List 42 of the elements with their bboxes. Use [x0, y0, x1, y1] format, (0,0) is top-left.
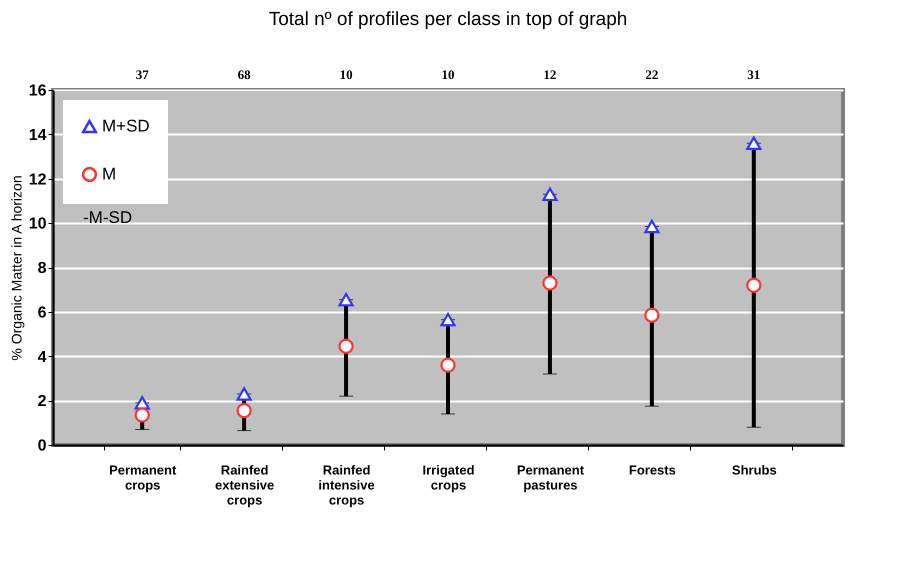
- y-axis-title: % Organic Matter in A horizon: [8, 175, 25, 361]
- point: [746, 136, 762, 150]
- point: [338, 338, 354, 354]
- y-tick-label: 8: [38, 260, 47, 277]
- text: 22: [645, 67, 658, 82]
- annotation: -M-SD: [83, 208, 132, 227]
- x-tick-label: Forests: [628, 462, 676, 478]
- y-tick-label: 16: [28, 82, 47, 100]
- y-tick-label: 6: [38, 304, 47, 322]
- point: [542, 275, 558, 291]
- y-tick-label: 2: [38, 393, 47, 410]
- x-tick-label: Rainfed intensive crops: [318, 462, 375, 508]
- text: 37: [136, 67, 150, 82]
- point: [440, 358, 456, 373]
- point: [338, 292, 354, 306]
- x-tick-label: Rainfed extensive crops: [214, 462, 274, 508]
- x-tick-label: Irrigated crops: [422, 462, 475, 492]
- point: [236, 387, 252, 401]
- y-tick-label: 4: [38, 348, 47, 366]
- point: [440, 312, 456, 326]
- legend-label: M: [102, 164, 116, 184]
- text: 68: [238, 67, 252, 82]
- text: 31: [747, 67, 760, 82]
- point: [746, 278, 762, 293]
- y-tick-label: 10: [28, 216, 47, 233]
- text: 10: [442, 67, 454, 82]
- y-tick-label: 12: [28, 171, 47, 188]
- x-tick-label: Permanent crops: [109, 462, 177, 492]
- text: 12: [543, 67, 556, 82]
- legend-label: M+SD: [102, 116, 150, 136]
- x-tick-label: Permanent pastures: [516, 462, 585, 492]
- chart-title: Total nº of profiles per class in top of graph: [268, 9, 628, 30]
- text: 10: [340, 67, 353, 82]
- point: [644, 308, 660, 323]
- y-tick-label: 0: [38, 438, 47, 454]
- point: [644, 220, 660, 234]
- x-tick-label: Shrubs: [732, 462, 777, 478]
- point: [134, 407, 150, 423]
- point: [134, 396, 150, 410]
- point: [542, 188, 558, 202]
- y-tick-label: 14: [28, 126, 47, 144]
- point: [236, 403, 252, 418]
